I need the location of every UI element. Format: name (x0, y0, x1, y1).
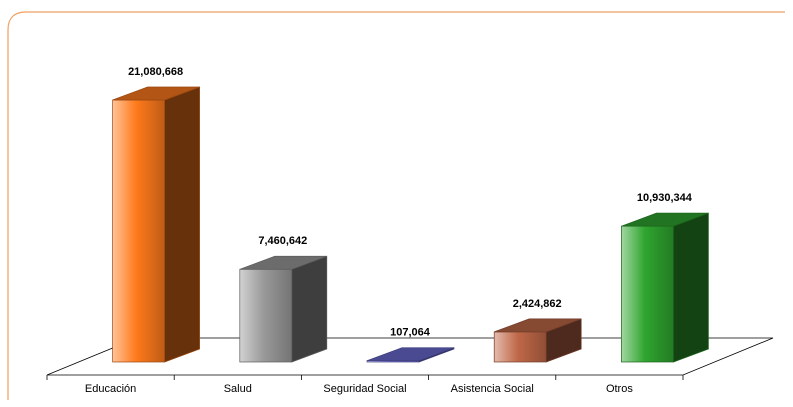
bar-top (112, 86, 200, 101)
frame (7, 11, 785, 400)
value-label: 107,064 (390, 327, 431, 339)
value-label: 2,424,862 (513, 298, 562, 310)
value-label: 10,930,344 (637, 192, 693, 204)
x-tick-label: Otros (606, 383, 633, 395)
x-tick-label: Educación (85, 383, 136, 395)
bar-front (239, 268, 293, 363)
bar-side (673, 212, 709, 363)
bar-front (112, 99, 165, 363)
bar-top (494, 318, 582, 333)
bar (621, 212, 709, 363)
bar-top (366, 347, 455, 362)
bar-side (164, 86, 200, 363)
x-tick-label: Seguridad Social (323, 383, 406, 395)
x-tick-label: Asistencia Social (451, 383, 534, 395)
bar (493, 318, 582, 363)
bar-front (621, 225, 674, 363)
value-label: 7,460,642 (258, 235, 307, 247)
x-tick-label: Salud (224, 383, 252, 395)
bar-side (291, 255, 328, 363)
bar (239, 255, 328, 363)
bar-front (493, 331, 547, 363)
value-label: 21,080,668 (128, 66, 183, 78)
bar-top (621, 212, 709, 227)
bar (366, 347, 455, 363)
bar (112, 86, 200, 363)
bar-top (239, 255, 327, 270)
axis-ticks (46, 375, 684, 380)
